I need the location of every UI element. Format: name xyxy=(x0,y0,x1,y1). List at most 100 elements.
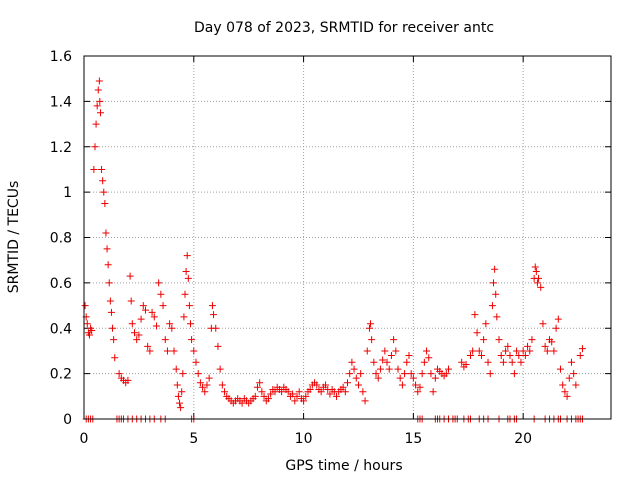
data-point xyxy=(401,370,409,378)
data-point xyxy=(350,365,358,373)
y-tick-label: 0.4 xyxy=(50,321,72,337)
y-tick-label: 0 xyxy=(63,412,72,428)
y-tick-labels: 0 0.2 0.4 0.6 0.8 1 1.2 1.4 1.6 xyxy=(50,49,72,428)
data-point xyxy=(176,399,184,407)
data-point xyxy=(278,388,286,396)
data-point xyxy=(159,302,167,310)
data-point xyxy=(473,329,481,337)
data-point xyxy=(152,322,160,330)
data-point xyxy=(172,365,180,373)
data-point xyxy=(524,342,532,350)
data-point xyxy=(363,347,371,355)
data-point xyxy=(92,120,100,128)
data-point xyxy=(556,365,564,373)
data-point xyxy=(291,397,299,405)
data-point xyxy=(214,342,222,350)
data-point xyxy=(141,306,149,314)
data-point xyxy=(541,342,549,350)
data-point xyxy=(188,336,196,344)
y-axis-label: SRMTID / TECUs xyxy=(6,181,22,294)
data-point xyxy=(398,381,406,389)
data-point xyxy=(271,388,279,396)
data-point xyxy=(94,86,102,94)
data-point xyxy=(173,381,181,389)
data-point xyxy=(409,374,417,382)
data-point xyxy=(367,320,375,328)
data-point xyxy=(374,374,382,382)
data-point xyxy=(554,315,562,323)
data-point xyxy=(264,395,272,403)
plot-frame xyxy=(83,55,612,420)
data-point xyxy=(352,374,360,382)
data-point xyxy=(186,320,194,328)
data-point xyxy=(414,388,422,396)
data-point xyxy=(341,388,349,396)
data-point xyxy=(407,370,415,378)
data-point xyxy=(155,279,163,287)
data-point xyxy=(357,370,365,378)
data-point xyxy=(293,392,301,400)
data-point xyxy=(381,347,389,355)
data-point xyxy=(392,347,400,355)
data-point xyxy=(93,102,101,110)
x-tick-label: 0 xyxy=(80,431,89,447)
data-point xyxy=(218,381,226,389)
data-point xyxy=(383,358,391,366)
data-point xyxy=(212,324,220,332)
data-point xyxy=(166,320,174,328)
data-point xyxy=(208,302,216,310)
y-tick-label: 0.8 xyxy=(50,231,72,247)
data-point xyxy=(144,342,152,350)
data-point xyxy=(133,336,141,344)
data-point xyxy=(81,302,89,310)
data-point xyxy=(181,290,189,298)
data-point xyxy=(548,338,556,346)
data-point xyxy=(471,311,479,319)
data-point xyxy=(96,109,104,117)
data-points xyxy=(81,77,586,423)
data-point xyxy=(179,370,187,378)
data-point xyxy=(370,358,378,366)
y-tick-label: 1.6 xyxy=(50,49,72,65)
data-point xyxy=(300,397,308,405)
data-point xyxy=(139,302,147,310)
data-point xyxy=(91,143,99,151)
data-point xyxy=(196,379,204,387)
x-tick-label: 20 xyxy=(514,431,532,447)
data-point xyxy=(109,324,117,332)
data-point xyxy=(107,308,115,316)
data-point xyxy=(412,381,420,389)
data-point xyxy=(168,324,176,332)
data-point xyxy=(284,388,292,396)
data-point xyxy=(535,274,543,282)
data-point xyxy=(567,358,575,366)
data-point xyxy=(170,347,178,355)
data-point xyxy=(528,336,536,344)
y-tick-label: 0.2 xyxy=(50,367,72,383)
data-point xyxy=(396,374,404,382)
data-point xyxy=(163,347,171,355)
data-point xyxy=(510,370,518,378)
data-point xyxy=(124,376,132,384)
data-point xyxy=(260,392,268,400)
data-point xyxy=(365,324,373,332)
data-point xyxy=(127,297,135,305)
data-point xyxy=(104,261,112,269)
x-tick-label: 15 xyxy=(404,431,422,447)
data-point xyxy=(477,351,485,359)
data-point xyxy=(533,279,541,287)
y-tick-label: 1 xyxy=(63,185,72,201)
data-point xyxy=(295,388,303,396)
y-tick-label: 0.6 xyxy=(50,276,72,292)
data-point xyxy=(201,388,209,396)
data-point xyxy=(517,358,525,366)
data-point xyxy=(466,351,474,359)
data-point xyxy=(258,388,266,396)
data-point xyxy=(150,313,158,321)
data-point xyxy=(508,358,516,366)
data-point xyxy=(361,397,369,405)
data-point xyxy=(339,383,347,391)
data-point xyxy=(111,354,119,362)
data-point xyxy=(251,392,259,400)
data-point xyxy=(565,374,573,382)
